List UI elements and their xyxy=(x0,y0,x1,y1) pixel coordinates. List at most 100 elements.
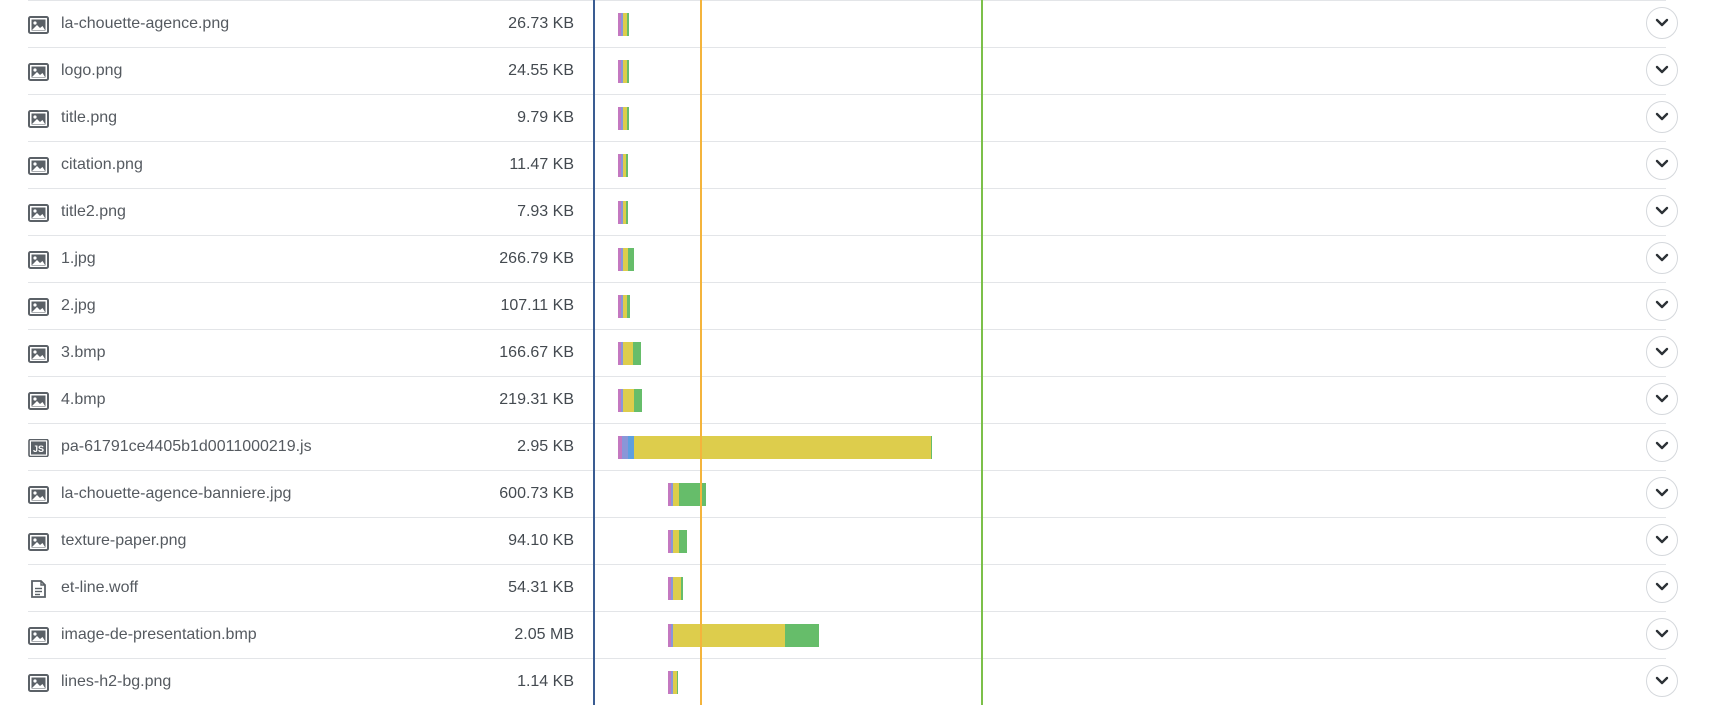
chevron-down-icon xyxy=(1655,347,1669,357)
request-row[interactable]: lines-h2-bg.png 1.14 KB xyxy=(28,659,1678,705)
expand-row-button[interactable] xyxy=(1646,383,1678,415)
timing-segment-connect xyxy=(621,201,623,224)
expand-row-button[interactable] xyxy=(1646,148,1678,180)
timing-bar[interactable] xyxy=(618,107,629,130)
request-file-name: lines-h2-bg.png xyxy=(61,673,172,690)
request-row[interactable]: title.png 9.79 KB xyxy=(28,95,1678,142)
timing-segment-dns xyxy=(618,201,621,224)
timing-segment-connect xyxy=(622,436,628,459)
timing-bar[interactable] xyxy=(618,60,629,83)
expand-row-button[interactable] xyxy=(1646,477,1678,509)
image-icon xyxy=(28,157,49,175)
request-row[interactable]: 4.bmp 219.31 KB xyxy=(28,377,1678,424)
timing-bar[interactable] xyxy=(618,13,629,36)
timing-segment-receive xyxy=(679,483,706,506)
document-icon xyxy=(28,580,49,598)
timing-bar[interactable] xyxy=(618,295,630,318)
request-row[interactable]: 1.jpg 266.79 KB xyxy=(28,236,1678,283)
timing-segment-connect xyxy=(671,483,673,506)
expand-row-button[interactable] xyxy=(1646,289,1678,321)
chevron-down-icon xyxy=(1655,65,1669,75)
expand-row-button[interactable] xyxy=(1646,430,1678,462)
image-icon xyxy=(28,63,49,81)
js-file-icon: JS xyxy=(28,438,49,458)
expand-row-button[interactable] xyxy=(1646,524,1678,556)
expand-row-button[interactable] xyxy=(1646,54,1678,86)
timing-segment-dns xyxy=(668,624,671,647)
timing-segment-connect xyxy=(621,154,623,177)
image-icon xyxy=(28,627,49,645)
timing-segment-dns xyxy=(668,530,671,553)
timing-segment-wait xyxy=(634,436,931,459)
timing-segment-receive xyxy=(627,60,629,83)
timing-segment-wait xyxy=(623,154,626,177)
timing-bar[interactable] xyxy=(668,671,678,694)
expand-row-button[interactable] xyxy=(1646,101,1678,133)
request-row[interactable]: logo.png 24.55 KB xyxy=(28,48,1678,95)
request-file-size: 2.05 MB xyxy=(514,626,574,643)
timing-bar[interactable] xyxy=(668,624,819,647)
request-row[interactable]: image-de-presentation.bmp 2.05 MB xyxy=(28,612,1678,659)
timing-segment-connect xyxy=(621,295,623,318)
timing-segment-connect xyxy=(621,107,623,130)
timing-segment-receive xyxy=(677,671,678,694)
timing-segment-receive xyxy=(627,295,630,318)
timing-segment-connect xyxy=(671,577,673,600)
timing-segment-connect xyxy=(621,248,623,271)
timing-segment-wait xyxy=(673,530,679,553)
request-file-name: 4.bmp xyxy=(61,391,106,408)
timing-bar[interactable] xyxy=(618,342,641,365)
timing-bar[interactable] xyxy=(618,201,628,224)
request-row[interactable]: et-line.woff 54.31 KB xyxy=(28,565,1678,612)
request-row[interactable]: citation.png 11.47 KB xyxy=(28,142,1678,189)
timing-segment-receive xyxy=(634,389,642,412)
expand-row-button[interactable] xyxy=(1646,618,1678,650)
expand-row-button[interactable] xyxy=(1646,242,1678,274)
chevron-down-icon xyxy=(1655,206,1669,216)
timing-segment-receive xyxy=(785,624,819,647)
chevron-down-icon xyxy=(1655,629,1669,639)
timing-bar[interactable] xyxy=(618,436,932,459)
image-icon xyxy=(28,16,49,34)
dom-content-loaded-marker-line xyxy=(700,0,702,705)
request-file-name: title.png xyxy=(61,109,118,126)
timing-bar[interactable] xyxy=(618,389,642,412)
timing-segment-connect xyxy=(621,13,623,36)
request-row[interactable]: title2.png 7.93 KB xyxy=(28,189,1678,236)
timing-segment-wait xyxy=(623,295,627,318)
request-row[interactable]: JS pa-61791ce4405b1d0011000219.js 2.95 KB xyxy=(28,424,1678,471)
request-row[interactable]: 2.jpg 107.11 KB xyxy=(28,283,1678,330)
timing-bar[interactable] xyxy=(668,577,683,600)
chevron-down-icon xyxy=(1655,394,1669,404)
row-divider xyxy=(28,0,1666,1)
timing-segment-wait xyxy=(623,107,627,130)
expand-row-button[interactable] xyxy=(1646,7,1678,39)
expand-row-button[interactable] xyxy=(1646,195,1678,227)
request-file-size: 600.73 KB xyxy=(499,485,574,502)
request-row[interactable]: la-chouette-agence-banniere.jpg 600.73 KB xyxy=(28,471,1678,518)
svg-text:JS: JS xyxy=(33,444,44,454)
request-row[interactable]: 3.bmp 166.67 KB xyxy=(28,330,1678,377)
expand-row-button[interactable] xyxy=(1646,336,1678,368)
timing-segment-dns xyxy=(618,389,621,412)
chevron-down-icon xyxy=(1655,582,1669,592)
timing-segment-receive xyxy=(679,530,687,553)
request-file-size: 166.67 KB xyxy=(499,344,574,361)
chevron-down-icon xyxy=(1655,253,1669,263)
request-file-name: texture-paper.png xyxy=(61,532,187,549)
timing-segment-dns xyxy=(618,13,621,36)
timing-bar[interactable] xyxy=(618,154,628,177)
timing-bar[interactable] xyxy=(668,483,706,506)
timing-bar[interactable] xyxy=(668,530,687,553)
request-file-size: 266.79 KB xyxy=(499,250,574,267)
request-file-name: logo.png xyxy=(61,62,123,79)
expand-row-button[interactable] xyxy=(1646,571,1678,603)
expand-row-button[interactable] xyxy=(1646,665,1678,697)
image-icon xyxy=(28,110,49,128)
timing-bar[interactable] xyxy=(618,248,634,271)
request-row[interactable]: texture-paper.png 94.10 KB xyxy=(28,518,1678,565)
timing-segment-receive xyxy=(627,107,629,130)
timing-segment-wait xyxy=(673,671,677,694)
request-file-size: 9.79 KB xyxy=(517,109,574,126)
request-row[interactable]: la-chouette-agence.png 26.73 KB xyxy=(28,1,1678,48)
